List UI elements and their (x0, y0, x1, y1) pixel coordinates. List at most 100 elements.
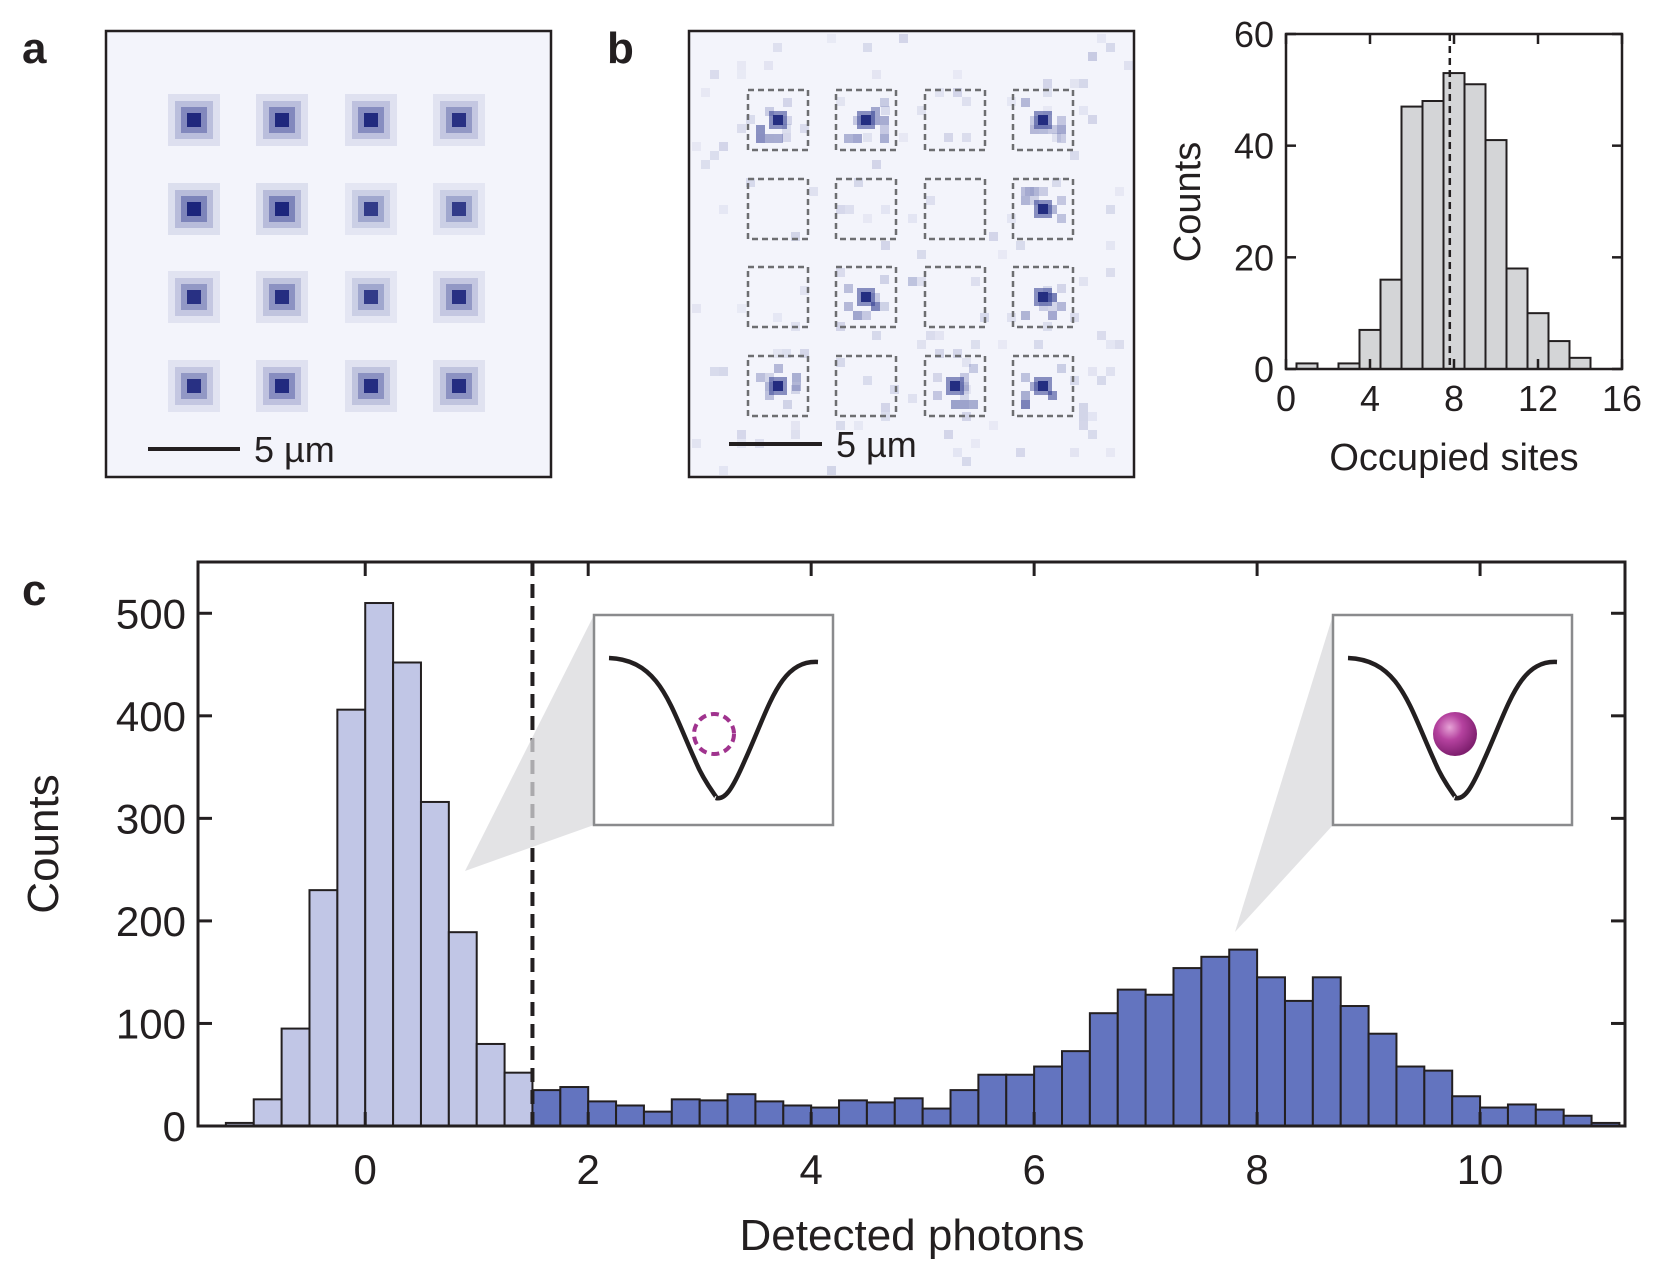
histogram-bar (1005, 1073, 1036, 1128)
trap-spot (168, 94, 220, 146)
y-tick-label: 400 (116, 693, 186, 740)
x-tick-label: 0 (1276, 378, 1296, 419)
y-axis-label-c: Counts (19, 774, 68, 913)
y-tick-label: 500 (116, 590, 186, 637)
roi-box (1011, 177, 1075, 241)
roi-box (746, 88, 810, 152)
histogram-bar (810, 1106, 841, 1128)
y-tick-label: 60 (1234, 14, 1274, 55)
atom-icon (1433, 712, 1477, 756)
histogram-bar (1568, 356, 1592, 371)
roi-box (923, 354, 987, 418)
histogram-bar (559, 1086, 590, 1127)
histogram-bar (531, 1089, 562, 1128)
atom-spot (756, 364, 801, 409)
scalebar-label-a: 5 µm (254, 429, 335, 470)
histogram-bar (1144, 993, 1175, 1127)
histogram-bars (224, 602, 1621, 1128)
histogram-bar (893, 1097, 924, 1128)
roi-box (746, 265, 810, 329)
roi-box (834, 88, 898, 152)
x-tick-label: 0 (354, 1146, 377, 1193)
histogram-bar (1311, 976, 1342, 1127)
inset-occupied-site (1331, 613, 1574, 827)
potential-well-empty (608, 655, 819, 801)
histogram-bar (280, 1027, 311, 1127)
histogram-bar (1534, 1108, 1565, 1128)
roi-box (834, 177, 898, 241)
histogram-bar (1451, 1095, 1482, 1128)
histogram-bar (754, 1100, 785, 1127)
histogram-bar (252, 1098, 283, 1127)
image-frame-b (687, 29, 1136, 479)
trap-spot (256, 94, 308, 146)
histogram-bar (865, 1101, 896, 1128)
panel-label-a: a (22, 24, 47, 73)
histogram-bar (1339, 1005, 1370, 1127)
histogram-bar (1033, 1065, 1064, 1128)
roi-box (923, 265, 987, 329)
x-tick-label: 8 (1444, 378, 1464, 419)
empty-site-icon (692, 712, 736, 756)
histogram-bar (1479, 1106, 1509, 1128)
atom-spot (1021, 98, 1066, 143)
histogram-bar (475, 1042, 506, 1127)
histogram-bar (1463, 83, 1487, 370)
histogram-bar (1172, 967, 1203, 1128)
x-tick-label: 2 (577, 1146, 600, 1193)
histogram-bar (782, 1104, 813, 1128)
trap-spot (256, 183, 308, 235)
y-tick-label: 300 (116, 795, 186, 842)
potential-well-occupied (1347, 655, 1558, 801)
inset-empty-site (592, 613, 835, 827)
axis-ticks: 0 4 8 12 16 0 20 40 60 (1234, 14, 1642, 419)
histogram-bar (1283, 999, 1314, 1127)
histogram-bar (1547, 340, 1571, 371)
x-tick-label: 12 (1518, 378, 1558, 419)
trap-spot (256, 360, 308, 412)
atom-spot (933, 364, 978, 409)
trap-spot (168, 271, 220, 323)
histogram-bar (726, 1093, 757, 1128)
atom-spot (1021, 284, 1066, 320)
roi-box (746, 354, 810, 418)
trap-spot (345, 183, 397, 235)
panel-label-c: c (22, 566, 46, 615)
roi-box (923, 177, 987, 241)
roi-box (1011, 88, 1075, 152)
y-tick-label: 0 (163, 1103, 186, 1150)
histogram-bar (1562, 1114, 1593, 1128)
trap-spot (345, 94, 397, 146)
histogram-bar (1256, 976, 1286, 1127)
roi-box (834, 265, 898, 329)
y-tick-label: 100 (116, 1000, 186, 1047)
histogram-bar (1400, 105, 1424, 370)
trap-spot (433, 94, 485, 146)
x-tick-label: 4 (799, 1146, 822, 1193)
histogram-bar (503, 1071, 534, 1128)
histogram-bar (1228, 948, 1259, 1128)
y-tick-label: 0 (1254, 349, 1274, 390)
histogram-bar (1505, 267, 1529, 370)
y-tick-label: 20 (1234, 237, 1274, 278)
histogram-bar (977, 1073, 1008, 1128)
histogram-bar (949, 1089, 980, 1128)
inset-callout-occupied (1235, 615, 1333, 932)
histogram-bar (698, 1099, 729, 1128)
histogram-bar (1442, 72, 1466, 370)
atom-spot (756, 98, 792, 143)
histogram-bar (419, 800, 450, 1127)
roi-box (746, 177, 810, 241)
histogram-bar (1200, 955, 1231, 1127)
histogram-bar (1484, 139, 1508, 370)
trap-spot (433, 183, 485, 235)
histogram-bar (1116, 988, 1147, 1128)
histogram-bar (1379, 278, 1403, 370)
panel-b-image: 5 µm (687, 29, 1136, 479)
histogram-bar (1395, 1065, 1426, 1128)
x-axis-label-b: Occupied sites (1329, 437, 1578, 479)
panel-label-b: b (607, 24, 634, 73)
